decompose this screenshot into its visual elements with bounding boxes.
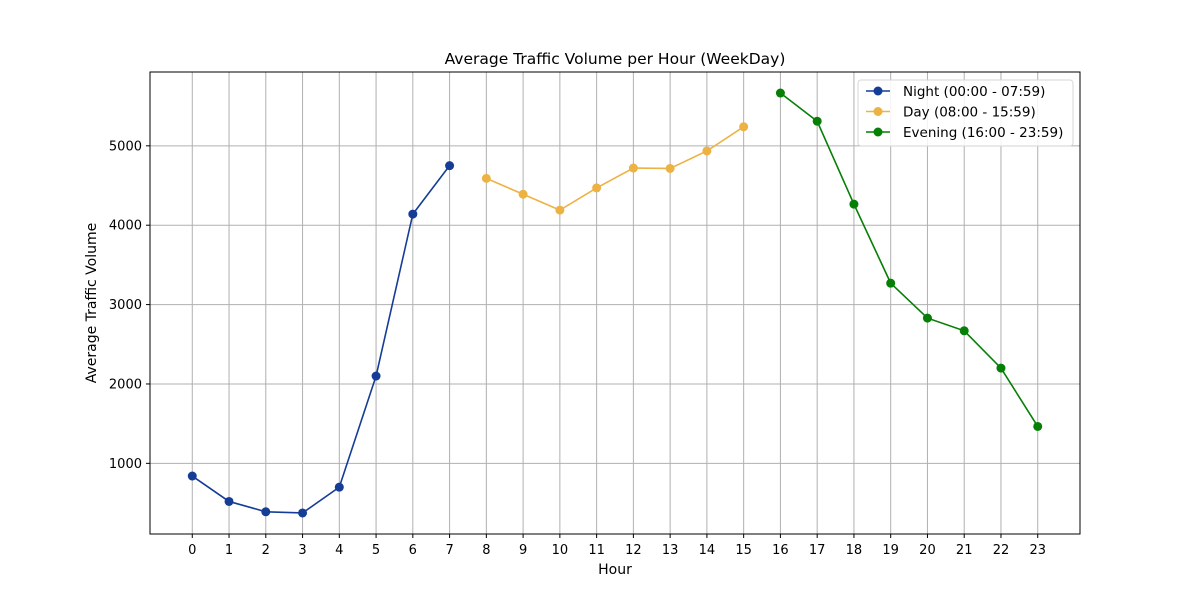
x-tick-label: 2 — [262, 543, 270, 558]
x-tick-label: 6 — [409, 543, 417, 558]
data-point — [922, 313, 932, 323]
x-tick-label: 10 — [552, 543, 569, 558]
data-point — [959, 326, 969, 336]
series-1 — [187, 161, 455, 518]
data-point — [628, 163, 638, 173]
plot-frame — [149, 71, 1081, 535]
series-layer — [187, 88, 1043, 518]
x-tick-label: 16 — [772, 543, 789, 558]
y-tick-label: 3000 — [109, 298, 142, 313]
series-line — [191, 165, 451, 514]
series-line — [779, 92, 1039, 427]
x-tick-label: 14 — [699, 543, 716, 558]
data-point — [187, 471, 197, 481]
data-point — [445, 161, 455, 171]
legend-marker — [873, 107, 883, 116]
y-tick-label: 4000 — [109, 219, 142, 234]
axis-ticks: 0 1 2 3 4 5 6 7 8 9 10 11 12 13 14 15 16 17 18 19 20 21 22 2310… — [109, 139, 1046, 558]
series-3 — [775, 88, 1043, 431]
x-tick-label: 9 — [519, 543, 527, 558]
x-tick-label: 8 — [482, 543, 490, 558]
legend-item: Day (08:00 - 15:59) — [866, 105, 1036, 121]
legend-label: Evening (16:00 - 23:59) — [903, 125, 1063, 141]
chart-title: Average Traffic Volume per Hour (WeekDay… — [445, 50, 786, 68]
x-tick-label: 17 — [809, 543, 826, 558]
data-point — [739, 122, 749, 132]
x-tick-label: 1 — [225, 543, 233, 558]
x-tick-label: 7 — [445, 543, 453, 558]
data-point — [518, 189, 528, 199]
x-tick-label: 22 — [993, 543, 1010, 558]
legend-box — [857, 79, 1074, 147]
x-tick-label: 3 — [298, 543, 306, 558]
x-axis-title: Hour — [598, 562, 632, 578]
x-tick-label: 13 — [662, 543, 679, 558]
x-tick-label: 0 — [188, 543, 196, 558]
x-tick-label: 21 — [956, 543, 973, 558]
y-tick-label: 2000 — [109, 377, 142, 392]
data-point — [1033, 421, 1043, 431]
y-tick-label: 1000 — [109, 457, 142, 472]
data-point — [665, 163, 675, 173]
data-point — [371, 371, 381, 381]
y-axis-title: Average Traffic Volume — [84, 223, 100, 384]
legend-marker — [873, 127, 883, 137]
legend: Night (00:00 - 07:59) Day (08:00 - 15:59)… — [857, 79, 1074, 147]
data-point — [261, 507, 271, 517]
x-tick-label: 19 — [882, 543, 899, 558]
x-tick-label: 15 — [735, 543, 752, 558]
x-tick-label: 18 — [846, 543, 863, 558]
x-tick-label: 20 — [919, 543, 936, 558]
data-point — [334, 482, 344, 492]
data-point — [812, 116, 822, 126]
x-tick-label: 4 — [335, 543, 343, 558]
legend-marker — [873, 86, 883, 96]
data-point — [408, 209, 418, 219]
series-line — [486, 126, 745, 212]
data-point — [775, 88, 785, 98]
legend-item: Night (00:00 - 07:59) — [866, 84, 1045, 100]
legend-label: Night (00:00 - 07:59) — [903, 84, 1045, 100]
legend-label: Day (08:00 - 15:59) — [903, 105, 1036, 121]
data-point — [592, 183, 602, 193]
data-point — [555, 205, 565, 215]
x-tick-label: 12 — [625, 543, 642, 558]
series-2 — [481, 122, 749, 215]
data-point — [481, 173, 491, 183]
x-tick-label: 23 — [1029, 543, 1046, 558]
data-point — [886, 278, 896, 288]
data-point — [224, 496, 234, 506]
data-point — [996, 363, 1006, 373]
x-tick-label: 11 — [588, 543, 605, 558]
data-point — [702, 146, 712, 156]
data-point — [849, 199, 859, 209]
legend-item: Evening (16:00 - 23:59) — [866, 125, 1063, 141]
x-tick-label: 5 — [372, 543, 380, 558]
data-point — [298, 508, 308, 518]
y-tick-label: 5000 — [109, 139, 142, 154]
